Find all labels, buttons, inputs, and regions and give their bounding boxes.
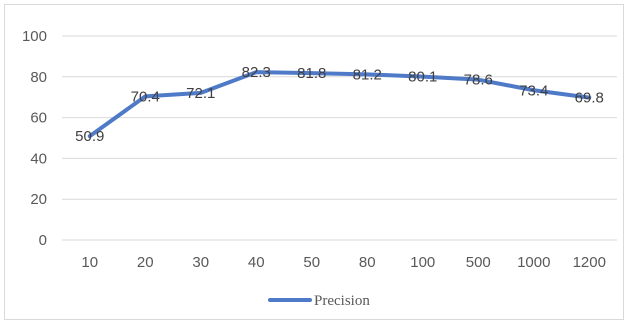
x-tick-label: 50 xyxy=(303,254,320,271)
data-label: 70.4 xyxy=(131,88,160,105)
gridlines xyxy=(62,35,617,241)
y-tick-label: 100 xyxy=(22,28,47,45)
y-tick-label: 0 xyxy=(39,232,47,249)
y-tick-label: 40 xyxy=(30,150,47,167)
data-label: 81.8 xyxy=(297,65,326,82)
x-tick-label: 1000 xyxy=(517,254,550,271)
legend-label-precision: Precision xyxy=(314,293,370,309)
y-axis-labels: 0 20 40 60 80 100 xyxy=(22,28,47,249)
series-line-precision xyxy=(87,70,592,139)
data-label: 80.1 xyxy=(408,69,437,86)
y-tick-label: 20 xyxy=(30,191,47,208)
y-tick-label: 80 xyxy=(30,69,47,86)
x-tick-label: 40 xyxy=(248,254,265,271)
x-tick-label: 1200 xyxy=(573,254,606,271)
chart-area: 0 20 40 60 80 100 10 20 30 40 50 80 100 500 1000 1200 … xyxy=(4,4,624,320)
x-tick-label: 30 xyxy=(192,254,209,271)
x-tick-label: 80 xyxy=(359,254,376,271)
series-precision xyxy=(87,70,592,139)
y-tick-label: 60 xyxy=(30,110,47,127)
x-tick-label: 20 xyxy=(137,254,154,271)
data-label: 50.9 xyxy=(75,128,104,145)
data-label: 78.6 xyxy=(464,72,493,89)
data-label: 73.4 xyxy=(519,82,548,99)
legend: Precision xyxy=(268,293,370,309)
data-labels: 50.9 70.4 72.1 82.3 81.8 81.2 80.1 78.6 73.4 69.8 xyxy=(75,64,604,145)
x-tick-label: 100 xyxy=(410,254,435,271)
data-label: 81.2 xyxy=(353,66,382,83)
data-label: 69.8 xyxy=(575,90,604,107)
x-tick-label: 10 xyxy=(81,254,98,271)
data-label: 72.1 xyxy=(186,85,215,102)
data-label: 82.3 xyxy=(242,64,271,81)
x-tick-label: 500 xyxy=(466,254,491,271)
x-axis-labels: 10 20 30 40 50 80 100 500 1000 1200 xyxy=(81,254,606,271)
